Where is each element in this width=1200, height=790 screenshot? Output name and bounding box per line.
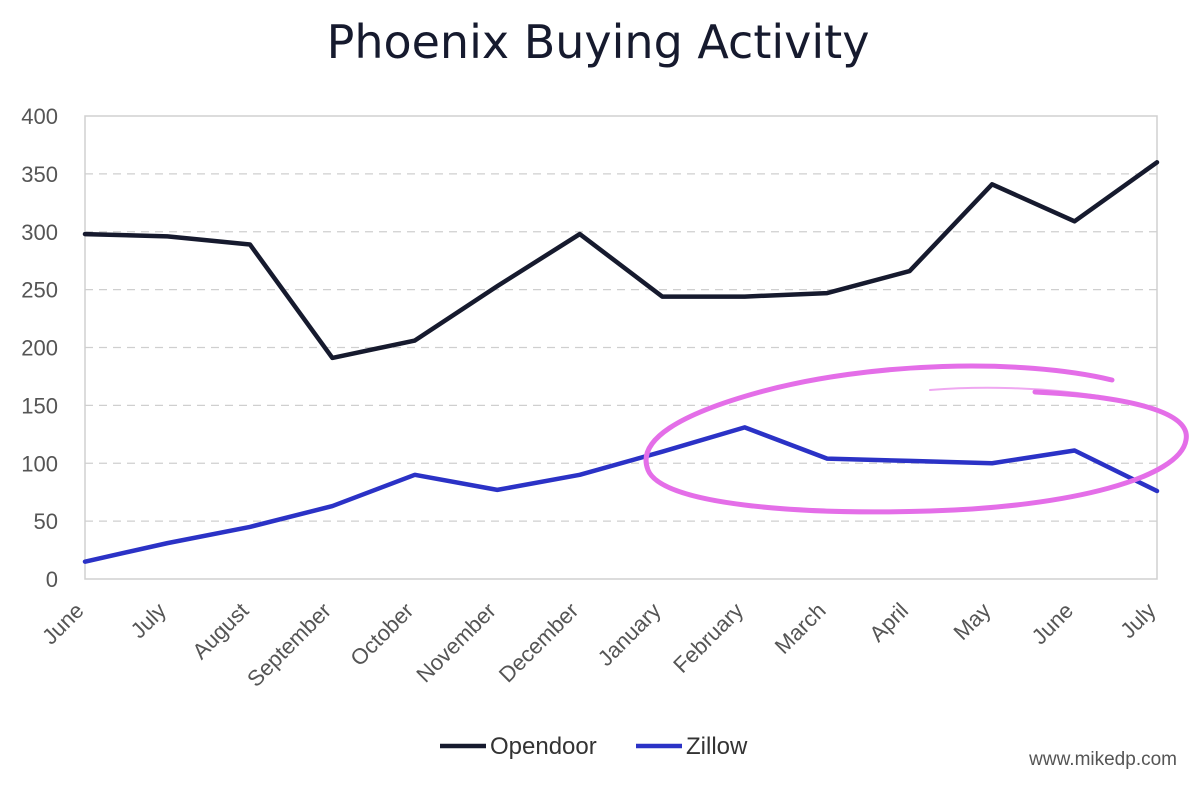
x-tick-label: February <box>668 598 748 678</box>
highlight-stroke-trail <box>929 386 1101 397</box>
y-tick-label: 150 <box>21 393 58 418</box>
y-tick-label: 200 <box>21 336 58 361</box>
y-tick-label: 250 <box>21 278 58 303</box>
y-tick-label: 0 <box>46 567 58 592</box>
highlight-ellipse <box>643 363 1189 515</box>
legend-label-opendoor: Opendoor <box>490 733 597 760</box>
watermark: www.mikedp.com <box>1028 749 1177 770</box>
y-axis-ticks: 0 50 100 150 200 250 300 350 400 <box>21 104 58 592</box>
x-tick-label: October <box>345 598 418 671</box>
y-tick-label: 100 <box>21 451 58 476</box>
x-tick-label: December <box>494 598 583 687</box>
x-tick-label: June <box>1027 598 1078 649</box>
x-tick-label: July <box>126 598 171 643</box>
series-lines <box>82 160 1160 564</box>
y-tick-label: 300 <box>21 220 58 245</box>
series-line-opendoor <box>82 160 1160 361</box>
series-line-zillow <box>82 425 1160 564</box>
x-tick-label: June <box>37 598 88 649</box>
x-tick-label: September <box>242 598 336 692</box>
legend: Opendoor Zillow <box>440 733 748 760</box>
x-tick-label: August <box>187 598 253 664</box>
y-tick-label: 400 <box>21 104 58 129</box>
x-tick-label: May <box>949 598 996 645</box>
x-tick-label: March <box>770 598 831 659</box>
chart-title: Phoenix Buying Activity <box>327 15 870 69</box>
y-tick-label: 50 <box>34 509 58 534</box>
x-tick-label: April <box>864 598 913 647</box>
x-tick-label: July <box>1115 598 1160 643</box>
y-tick-label: 350 <box>21 162 58 187</box>
highlight-annotation <box>643 363 1189 515</box>
legend-label-zillow: Zillow <box>686 733 748 760</box>
x-tick-label: January <box>593 598 666 671</box>
x-tick-label: November <box>411 598 500 687</box>
